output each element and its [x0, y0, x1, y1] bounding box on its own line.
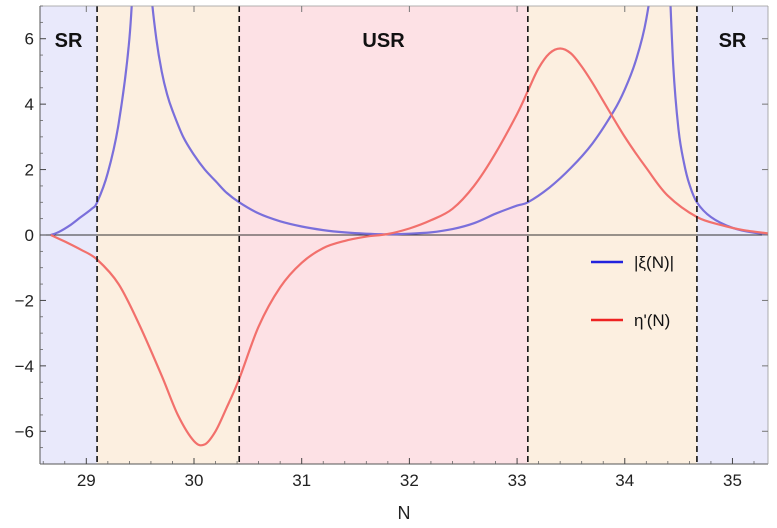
- x-tick-label: 29: [77, 471, 96, 490]
- series-line-xi: [50, 6, 768, 237]
- y-tick-label: 4: [25, 95, 34, 114]
- legend-label: |ξ(N)|: [634, 253, 674, 272]
- x-tick-label: 31: [292, 471, 311, 490]
- x-axis-title: N: [398, 503, 411, 523]
- x-tick-label: 32: [400, 471, 419, 490]
- x-tick-label: 34: [615, 471, 634, 490]
- y-tick-label: −2: [15, 291, 34, 310]
- ticks-layer: 29 30 31 32 33 34 35 −6 −4 −2 0 2 4 6: [15, 5, 768, 490]
- region-label: SR: [55, 30, 83, 52]
- region-label: USR: [362, 30, 405, 52]
- x-tick-label: 30: [185, 471, 204, 490]
- x-tick-label: 33: [508, 471, 527, 490]
- y-tick-label: 0: [25, 226, 34, 245]
- region-label: SR: [719, 30, 747, 52]
- y-tick-label: 2: [25, 161, 34, 180]
- y-tick-label: −4: [15, 357, 34, 376]
- region-labels-layer: SR USR SR: [55, 30, 747, 52]
- legend: |ξ(N)| η'(N): [591, 253, 674, 330]
- series-layer: [50, 6, 768, 447]
- series-line-eta: [50, 47, 768, 447]
- y-tick-label: 6: [25, 30, 34, 49]
- legend-label: η'(N): [634, 311, 670, 330]
- dashed-lines-layer: [96, 6, 698, 464]
- y-tick-label: −6: [15, 422, 34, 441]
- x-tick-label: 35: [723, 471, 742, 490]
